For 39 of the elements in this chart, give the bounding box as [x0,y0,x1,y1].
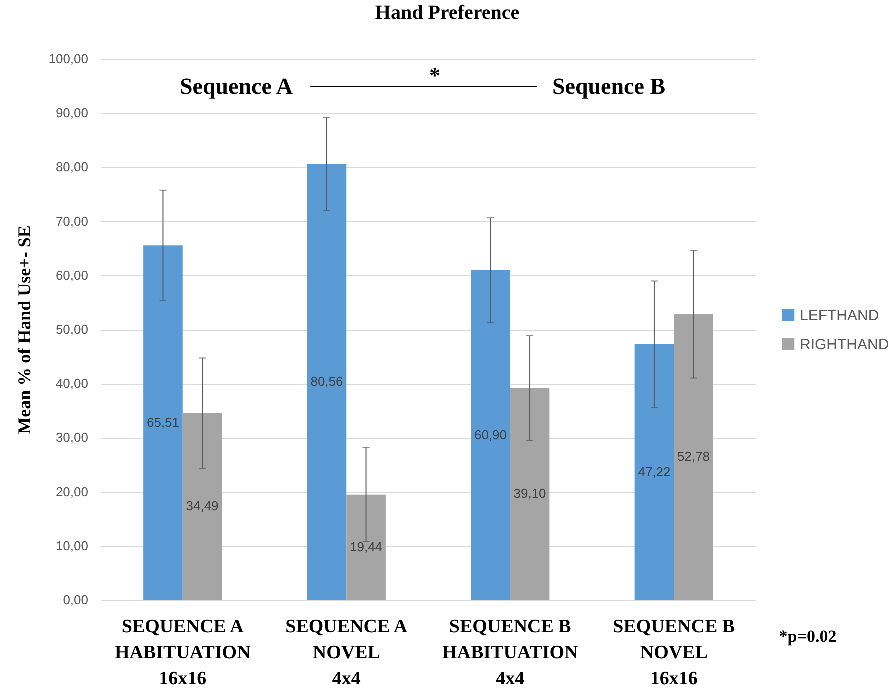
y-tick-label: 30,00 [56,430,88,446]
bar [346,494,386,600]
y-tick-label: 0,00 [63,592,88,608]
bar [510,388,550,600]
y-tick-label: 20,00 [56,484,88,500]
bar [634,344,674,600]
bar [144,246,183,600]
data-label: 52,78 [678,449,710,464]
y-tick-label: 90,00 [56,106,88,121]
annotation: Sequence A [180,74,294,99]
x-tick-label: SEQUENCE B HABITUATION 4x4 [442,616,579,688]
data-label: 60,90 [474,427,507,442]
legend-label: LEFTHAND [800,307,880,324]
y-tick-label: 100,00 [48,52,88,66]
data-label: 47,22 [638,464,671,480]
bar [307,164,347,600]
annotation: Sequence B [552,74,666,99]
bar [471,270,510,600]
bar [674,314,714,600]
text: *p=0.02 [779,627,837,646]
legend-label: RIGHTHAND [800,336,890,354]
x-tick-label: SEQUENCE A HABITUATION 16x16 [114,616,252,688]
data-label: 65,51 [146,414,180,430]
y-axis-title: Mean % of Hand Use+- SE [14,226,35,434]
x-tick-label: SEQUENCE A NOVEL 4x4 [286,616,408,688]
chart-title: Hand Preference [375,2,520,24]
y-tick-label: 70,00 [56,214,88,229]
y-tick-label: 40,00 [56,376,88,392]
y-tick-label: 50,00 [56,322,88,337]
data-label: 19,44 [350,539,383,554]
data-label: 39,10 [514,486,546,502]
y-tick-label: 60,00 [56,268,88,283]
y-tick-label: 10,00 [56,538,88,554]
y-tick-label: 80,00 [56,160,88,175]
annotation: * [430,63,440,88]
data-label: 80,56 [310,374,344,390]
x-tick-label: SEQUENCE B NOVEL 16x16 [613,616,736,688]
data-label: 34,49 [186,498,219,514]
bar [182,413,222,600]
